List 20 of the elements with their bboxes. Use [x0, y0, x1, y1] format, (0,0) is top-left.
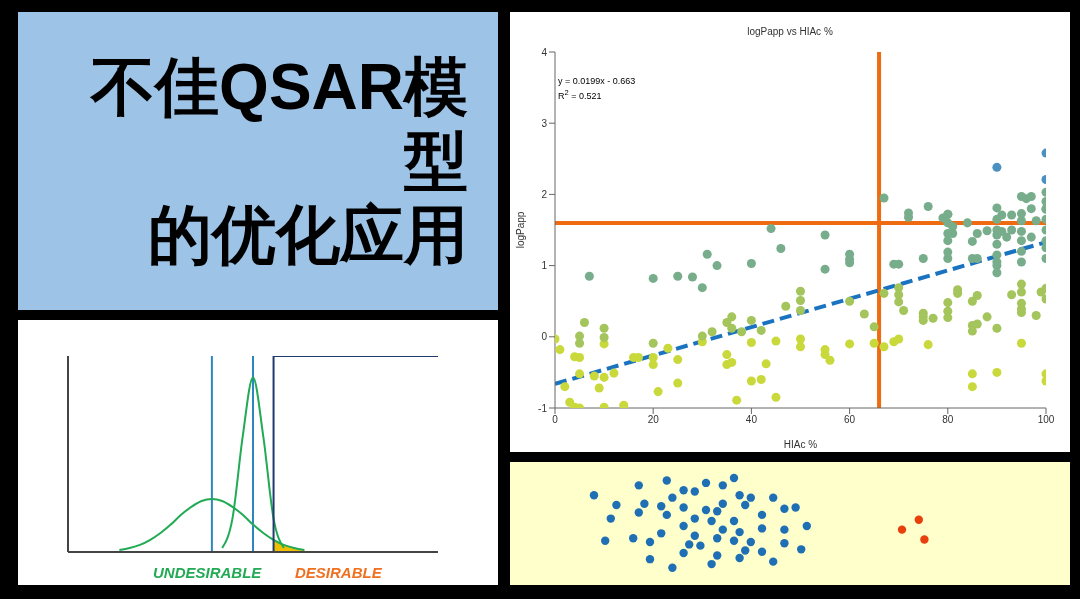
y-tick-label: 1: [541, 260, 548, 272]
x-axis-title: HIAc %: [783, 439, 818, 450]
y-tick-label: -1: [538, 402, 548, 414]
text: DESIRABLE: [295, 564, 382, 581]
y-tick-label: 3: [541, 117, 548, 129]
x-tick-label: 100: [1037, 414, 1055, 426]
y-tick-label: 0: [541, 331, 548, 343]
x-tick-label: 20: [647, 414, 660, 426]
text: 不佳QSAR模型的优化应用: [89, 50, 468, 272]
x-tick-label: 0: [552, 414, 559, 426]
x-tick-label: 60: [844, 414, 856, 426]
annotation: y = 0.0199x - 0.663: [558, 76, 636, 87]
chart-title: logPapp vs HIAc %: [746, 26, 834, 37]
x-tick-label: 80: [942, 414, 954, 426]
y-tick-label: 2: [541, 188, 548, 200]
y-axis-title: logPapp: [514, 211, 526, 249]
text: UNDESIRABLE: [153, 564, 262, 581]
annotation: R$^{2}$ = 0.521: [558, 87, 603, 102]
x-tick-label: 40: [745, 414, 758, 426]
y-tick-label: 4: [541, 46, 548, 58]
